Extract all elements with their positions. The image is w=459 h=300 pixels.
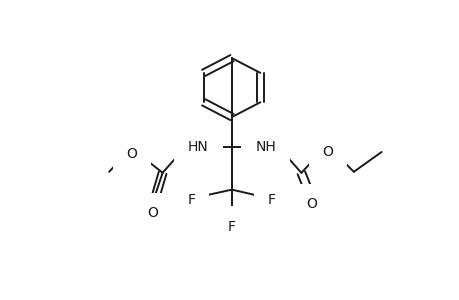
Text: F: F: [267, 193, 275, 206]
Text: O: O: [305, 197, 316, 212]
Text: O: O: [147, 206, 158, 220]
Text: F: F: [228, 220, 235, 234]
Text: NH: NH: [255, 140, 275, 154]
Text: HN: HN: [188, 140, 208, 154]
Text: F: F: [187, 193, 195, 206]
Text: O: O: [126, 147, 137, 161]
Text: O: O: [322, 145, 333, 159]
